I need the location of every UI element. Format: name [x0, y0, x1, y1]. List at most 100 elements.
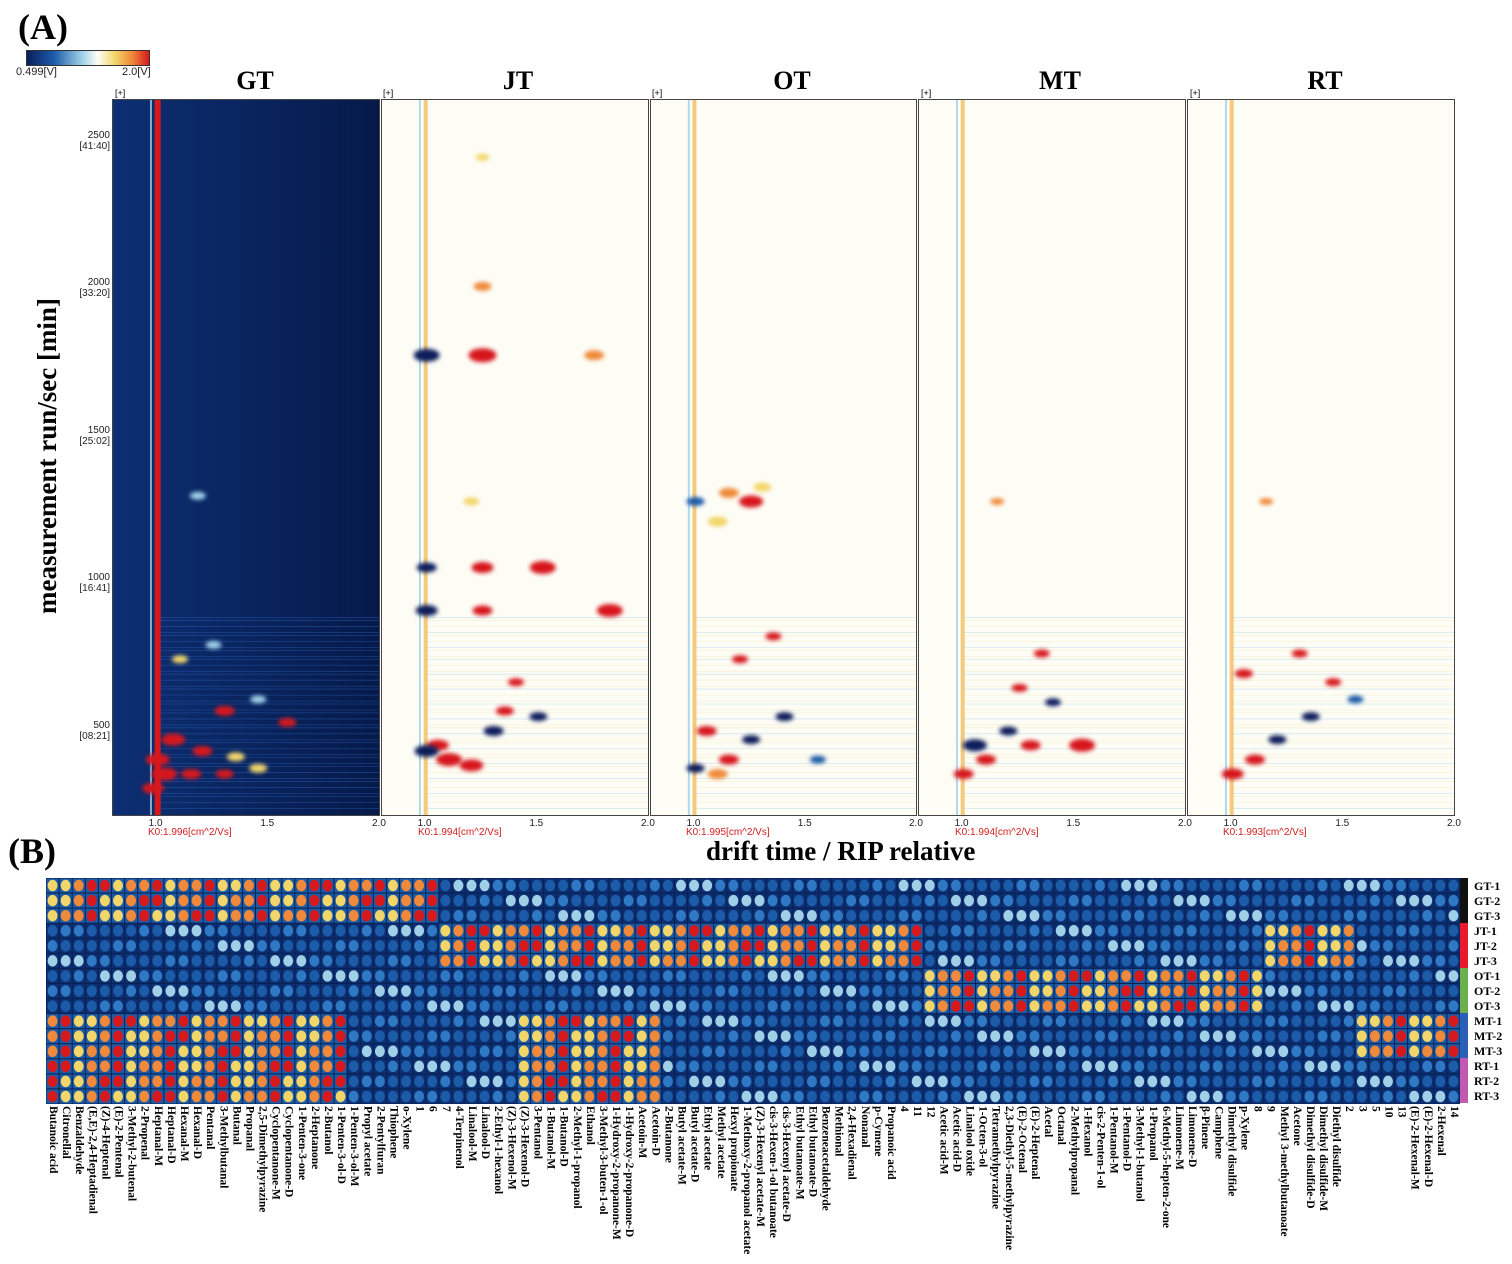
fingerprint-spot — [806, 879, 817, 892]
fingerprint-spot — [1330, 1090, 1341, 1103]
fingerprint-spot — [1422, 925, 1433, 937]
fingerprint-spot — [898, 940, 909, 952]
fingerprint-spot — [1042, 1000, 1053, 1012]
compound-label: Ethyl acetate — [701, 1106, 714, 1171]
fingerprint-spot — [571, 909, 582, 922]
fingerprint-spot — [545, 1030, 556, 1042]
compound-label: β-Pinene — [1199, 1106, 1212, 1150]
fingerprint-spot — [1094, 955, 1105, 967]
fingerprint-spot — [1422, 1000, 1433, 1012]
compound-label: 12 — [924, 1106, 937, 1118]
expand-marker[interactable]: [+] — [1190, 88, 1201, 98]
fingerprint-spot — [531, 970, 542, 982]
compound-label: 3-Methyl-3-buten-1-ol — [596, 1106, 609, 1215]
fingerprint-spot — [1121, 894, 1132, 907]
fingerprint-spot — [1029, 1015, 1040, 1027]
fingerprint-spot — [623, 1075, 634, 1088]
fingerprint-spot — [859, 940, 870, 952]
fingerprint-spot — [1356, 894, 1367, 907]
fingerprint-spot — [440, 955, 451, 967]
compound-label: 1-Methoxy-2-propanol acetate — [740, 1106, 753, 1255]
fingerprint-spot — [47, 985, 58, 997]
fingerprint-spot — [73, 1060, 84, 1073]
fingerprint-spot — [1252, 1030, 1263, 1042]
expand-marker[interactable]: [+] — [652, 88, 663, 98]
fingerprint-spot — [846, 925, 857, 937]
fingerprint-spot — [767, 894, 778, 907]
compound-label: 1-Penten-3-ol-D — [335, 1106, 348, 1184]
fingerprint-spot — [636, 925, 647, 937]
fingerprint-spot — [1238, 1075, 1249, 1088]
fingerprint-spot — [649, 909, 660, 922]
fingerprint-spot — [1029, 970, 1040, 982]
fingerprint-spot — [571, 1075, 582, 1088]
fingerprint-spot — [872, 1075, 883, 1088]
fingerprint-spot — [270, 970, 281, 982]
fingerprint-spot — [427, 985, 438, 997]
fingerprint-spot — [767, 1045, 778, 1057]
fingerprint-spot — [1304, 1060, 1315, 1073]
compound-label: 1-Butanol-D — [557, 1106, 570, 1167]
fingerprint-spot — [872, 985, 883, 997]
fingerprint-spot — [152, 970, 163, 982]
fingerprint-spot — [767, 1075, 778, 1088]
fingerprint-spot — [309, 955, 320, 967]
heatmap-background — [113, 100, 379, 815]
fingerprint-spot — [1278, 1000, 1289, 1012]
compound-label: Tetramethylpyrazine — [989, 1106, 1002, 1210]
fingerprint-spot — [754, 970, 765, 982]
fingerprint-spot — [1396, 894, 1407, 907]
x-tick: 1.5 — [260, 818, 275, 829]
fingerprint-spot — [335, 1075, 346, 1088]
fingerprint-spot — [1448, 879, 1459, 892]
fingerprint-spot — [73, 1045, 84, 1057]
fingerprint-spot — [1055, 955, 1066, 967]
expand-marker[interactable]: [+] — [383, 88, 394, 98]
fingerprint-spot — [73, 970, 84, 982]
expand-marker[interactable]: [+] — [115, 88, 126, 98]
fingerprint-spot — [243, 879, 254, 892]
fingerprint-spot — [1291, 894, 1302, 907]
fingerprint-spot — [165, 955, 176, 967]
fingerprint-spot — [230, 1090, 241, 1103]
fingerprint-spot — [1278, 955, 1289, 967]
fingerprint-spot — [964, 985, 975, 997]
fingerprint-spot — [1278, 879, 1289, 892]
fingerprint-spot — [1134, 985, 1145, 997]
fingerprint-spot — [964, 970, 975, 982]
fingerprint-spot — [649, 1075, 660, 1088]
fingerprint-spot — [571, 1045, 582, 1057]
fingerprint-spot — [558, 1015, 569, 1027]
fingerprint-spot — [1422, 1090, 1433, 1103]
fingerprint-spot — [47, 1090, 58, 1103]
fingerprint-spot — [1317, 1030, 1328, 1042]
fingerprint-spot — [1212, 925, 1223, 937]
fingerprint-spot — [937, 925, 948, 937]
fingerprint-spot — [1304, 955, 1315, 967]
fingerprint-spot — [243, 985, 254, 997]
fingerprint-spot — [296, 1045, 307, 1057]
fingerprint-spot — [728, 1045, 739, 1057]
fingerprint-spot — [990, 1030, 1001, 1042]
fingerprint-spot — [47, 879, 58, 892]
fingerprint-spot — [113, 1060, 123, 1073]
row-label: OT-1 — [1474, 968, 1501, 983]
fingerprint-spot — [1147, 894, 1158, 907]
fingerprint-spot — [833, 985, 844, 997]
fingerprint-spot — [73, 1000, 84, 1012]
fingerprint-spot — [1016, 1030, 1027, 1042]
fingerprint-spot — [636, 894, 647, 907]
fingerprint-spot — [1121, 1015, 1132, 1027]
fingerprint-spot — [715, 940, 726, 952]
fingerprint-spot — [1055, 909, 1066, 922]
fingerprint-spot — [597, 879, 608, 892]
expand-marker[interactable]: [+] — [921, 88, 932, 98]
fingerprint-spot — [1042, 970, 1053, 982]
fingerprint-spot — [1369, 940, 1380, 952]
fingerprint-spot — [820, 894, 830, 907]
fingerprint-spot — [479, 955, 490, 967]
fingerprint-spot — [898, 985, 909, 997]
fingerprint-spot — [191, 1075, 202, 1088]
fingerprint-spot — [348, 879, 359, 892]
fingerprint-spot — [414, 955, 425, 967]
